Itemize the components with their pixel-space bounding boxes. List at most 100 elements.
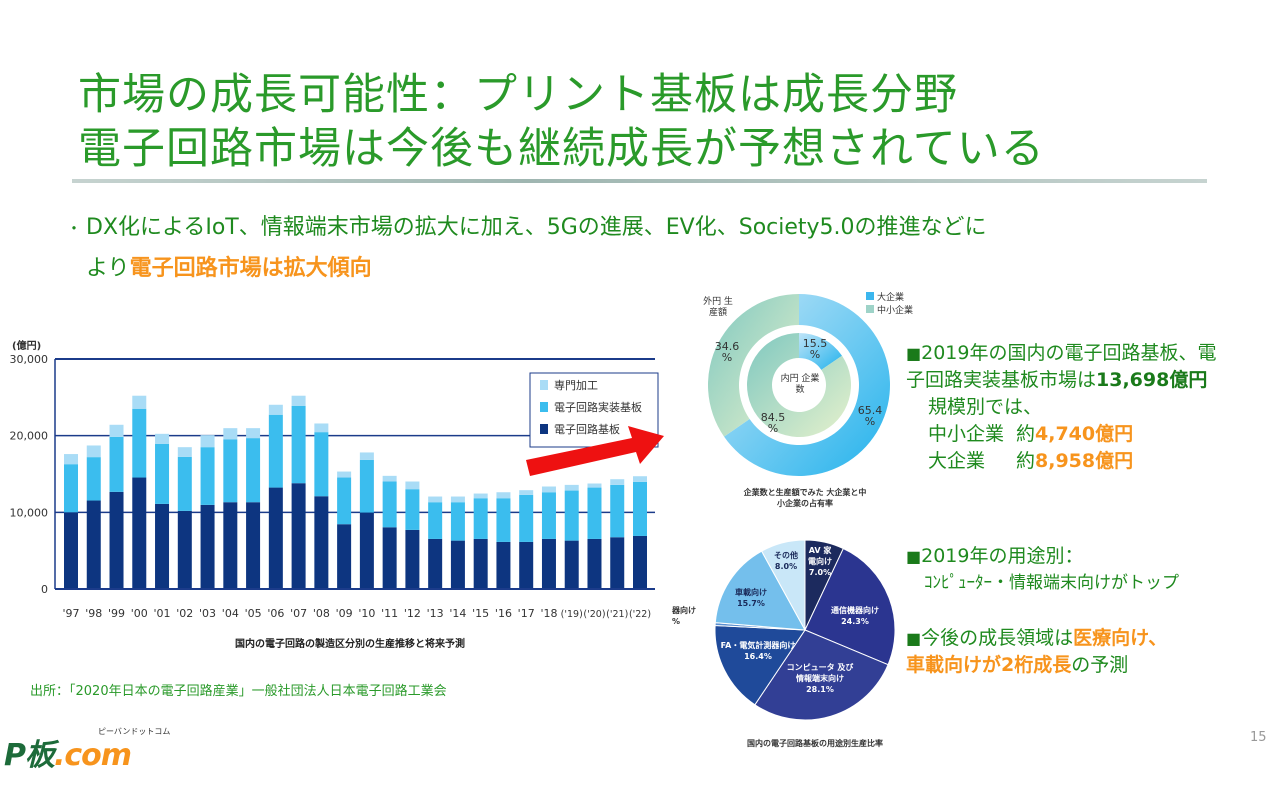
legend-large: 大企業	[877, 293, 905, 303]
x-tick-label: '00	[131, 607, 148, 620]
pie-chart	[714, 539, 896, 721]
bar-0	[610, 537, 625, 589]
bar-0	[246, 502, 261, 589]
bar-1	[587, 487, 602, 539]
x-tick-label: '09	[336, 607, 353, 620]
x-tick-label: '06	[267, 607, 284, 620]
bar-1	[200, 447, 215, 505]
bar-0	[132, 477, 147, 589]
x-tick-label: '04	[222, 607, 239, 620]
y-tick-label: 0	[41, 583, 48, 596]
x-tick-label: '15	[472, 607, 489, 620]
x-tick-label: ('22)	[629, 609, 651, 620]
bar-1	[268, 414, 283, 488]
bar-2	[155, 433, 170, 444]
bar-1	[291, 405, 306, 484]
x-tick-label: '05	[245, 607, 262, 620]
bar-0	[109, 491, 124, 589]
bar-2	[337, 471, 352, 478]
bullet-line2-prefix: より	[86, 256, 130, 281]
donut-outer-sme-pct: 34.6 %	[714, 340, 740, 364]
x-tick-label: '18	[540, 607, 557, 620]
x-tick-label: '16	[495, 607, 512, 620]
pie-slice	[754, 629, 889, 721]
bar-2	[564, 484, 579, 491]
bar-2	[223, 428, 238, 440]
donut-outer-slice	[724, 294, 890, 476]
x-tick-label: '07	[290, 607, 307, 620]
bar-0	[519, 541, 534, 589]
donut-outer-slice	[708, 294, 799, 437]
bar-2	[633, 476, 647, 482]
bar-1	[177, 456, 192, 511]
bar-0	[564, 540, 579, 589]
x-tick-label: '10	[358, 607, 375, 620]
donut-title: 企業数と生産額でみた 大企業と中小企業の占有率	[743, 488, 867, 508]
bar-chart: 0 10,000 20,000 30,000(億円) '97 '98 '99 '00 '01 '0…	[10, 339, 659, 650]
pie-slice	[804, 547, 896, 666]
bar-1	[405, 489, 420, 530]
bar-2	[64, 454, 78, 465]
donut-chart	[708, 294, 890, 476]
legend-label: 電子回路基板	[554, 422, 620, 436]
x-tick-label: '03	[199, 607, 216, 620]
bullet-line1: DX化によるIoT、情報端末市場の拡大に加え、5Gの進展、EV化、Society…	[86, 215, 987, 240]
pie-label-other: その他 8.0%	[774, 551, 798, 571]
pie-label-computer: コンピュータ 及び 情報端末向け 28.1%	[786, 663, 854, 694]
bar-1	[610, 484, 625, 538]
bar-2	[496, 492, 511, 499]
bar-0	[291, 483, 306, 589]
bar-1	[314, 432, 329, 497]
bar-1	[541, 492, 556, 539]
bullet-marker: ・	[66, 219, 83, 238]
bar-1	[64, 464, 78, 513]
chart-title: 国内の電子回路の製造区分別の生産推移と将来予測	[235, 637, 465, 650]
bar-0	[268, 487, 283, 589]
donut-legend: 大企業 中小企業	[866, 292, 913, 318]
note-market-size: ■2019年の国内の電子回路基板、電 子回路実装基板市場は13,698億円 規模…	[906, 342, 1217, 472]
x-tick-label: '11	[381, 607, 398, 620]
bar-0	[86, 500, 101, 589]
pie-slice	[760, 539, 806, 631]
pie-slice	[714, 624, 806, 706]
bar-0	[155, 503, 170, 589]
bar-0	[177, 510, 192, 589]
donut-inner-slice	[747, 333, 851, 437]
bar-2	[587, 483, 602, 488]
bar-2	[314, 423, 329, 433]
x-tick-label: ('20)	[583, 609, 605, 620]
bar-2	[428, 496, 443, 503]
bar-0	[405, 529, 420, 589]
bar-0	[314, 496, 329, 589]
legend-swatch	[866, 292, 874, 300]
page-title-line2: 電子回路市場は今後も継続成長が予想されている	[78, 124, 1045, 174]
pie-label-medical: 器向け%	[672, 606, 696, 626]
bar-1	[450, 502, 465, 541]
pie-label-auto: 車載向け 15.7%	[735, 588, 767, 608]
x-tick-label: '02	[176, 607, 193, 620]
bar-0	[473, 538, 488, 589]
page-title-line1: 市場の成長可能性：プリント基板は成長分野	[78, 70, 958, 120]
donut-inner-sme-pct: 84.5 %	[760, 411, 786, 435]
note-by-use: ■2019年の用途別： ｺﾝﾋﾟｭｰﾀｰ・情報端末向けがトップ	[906, 545, 1179, 593]
bar-0	[382, 527, 397, 589]
bullet-highlight: 電子回路市場は拡大傾向	[129, 256, 372, 281]
x-tick-label: '17	[518, 607, 535, 620]
bar-0	[428, 538, 443, 589]
bar-0	[223, 502, 238, 589]
bar-2	[382, 475, 397, 482]
logo-subtitle: ピーバンドットコム	[98, 727, 171, 736]
bar-1	[564, 490, 579, 541]
bar-0	[450, 540, 465, 589]
x-tick-label: '01	[154, 607, 171, 620]
bar-0	[633, 535, 647, 589]
x-tick-label: '13	[427, 607, 444, 620]
bar-1	[246, 438, 261, 503]
pie-label-av: AV 家電向け 7.0%	[808, 546, 832, 577]
bar-2	[359, 452, 374, 460]
bar-1	[223, 439, 238, 503]
bar-2	[86, 445, 101, 458]
y-tick-label: 10,000	[10, 506, 49, 519]
bar-2	[610, 479, 625, 485]
